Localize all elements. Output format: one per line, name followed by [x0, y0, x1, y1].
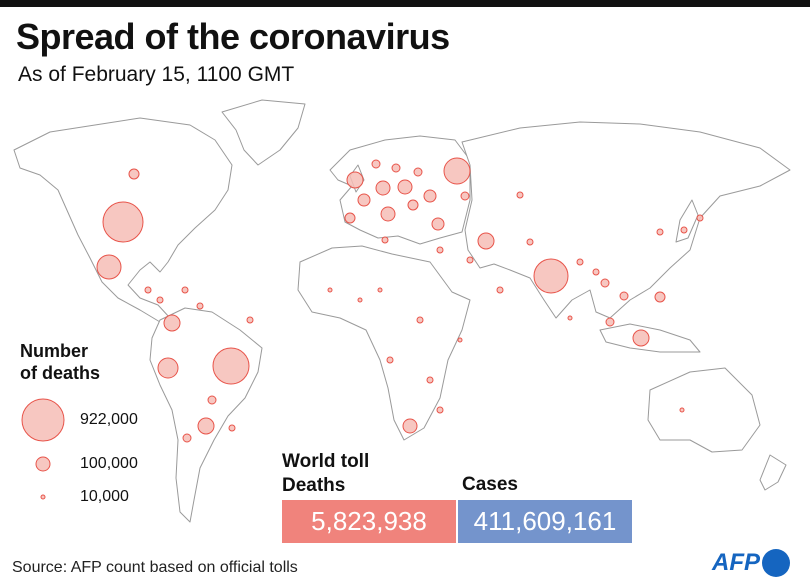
death-bubble — [375, 180, 391, 196]
death-bubble — [181, 286, 189, 294]
death-bubble — [496, 286, 504, 294]
death-bubble — [431, 217, 445, 231]
greenland — [221, 99, 306, 166]
cases-value: 411,609,161 — [458, 500, 632, 543]
south-america — [149, 307, 263, 523]
death-bubble — [416, 316, 424, 324]
death-bubble — [413, 167, 423, 177]
death-bubble — [357, 297, 363, 303]
death-bubble — [381, 236, 389, 244]
death-bubble — [600, 278, 610, 288]
page-subtitle: As of February 15, 1100 GMT — [18, 63, 295, 86]
death-bubble — [156, 296, 164, 304]
death-bubble — [654, 291, 666, 303]
australia — [647, 367, 761, 453]
death-bubble — [423, 189, 437, 203]
death-bubble — [533, 258, 569, 294]
world-toll-heading: World toll Deaths — [282, 450, 369, 498]
death-bubble — [680, 226, 688, 234]
death-bubble — [386, 356, 394, 364]
death-bubble — [443, 157, 471, 185]
africa — [297, 245, 471, 441]
death-bubble — [128, 168, 140, 180]
deaths-label: Deaths — [282, 475, 346, 496]
death-bubble — [426, 376, 434, 384]
death-bubble — [196, 302, 204, 310]
death-bubble — [696, 214, 704, 222]
legend-bubble — [35, 456, 51, 472]
death-bubble — [327, 287, 333, 293]
cases-label: Cases — [462, 474, 518, 495]
death-bubble — [477, 232, 495, 250]
death-bubble — [391, 163, 401, 173]
death-bubble — [163, 314, 181, 332]
legend-title: Number of deaths — [20, 340, 100, 384]
death-bubble — [96, 254, 122, 280]
afp-logo: AFP — [712, 549, 790, 577]
death-bubble — [436, 246, 444, 254]
death-bubble — [576, 258, 584, 266]
death-bubble — [460, 191, 470, 201]
death-bubble — [567, 315, 573, 321]
death-bubble — [679, 407, 685, 413]
death-bubble — [182, 433, 192, 443]
death-bubble — [344, 212, 356, 224]
legend-title-line1: Number — [20, 341, 89, 361]
legend-bubble — [21, 398, 65, 442]
death-bubble — [605, 317, 615, 327]
deaths-value: 5,823,938 — [282, 500, 456, 543]
legend-bubble — [40, 494, 46, 500]
legend-title-line2: of deaths — [20, 363, 101, 383]
death-bubble — [357, 193, 371, 207]
death-bubble — [197, 417, 215, 435]
death-bubble — [157, 357, 179, 379]
death-bubble — [466, 256, 474, 264]
death-bubble — [377, 287, 383, 293]
death-bubble — [656, 228, 664, 236]
death-bubble — [516, 191, 524, 199]
page-title: Spread of the coronavirus — [16, 16, 450, 57]
death-bubble — [397, 179, 413, 195]
death-bubble — [346, 171, 364, 189]
death-bubble — [407, 199, 419, 211]
death-bubble — [402, 418, 418, 434]
death-bubble — [207, 395, 217, 405]
death-bubble — [632, 329, 650, 347]
afp-logo-text: AFP — [712, 549, 760, 576]
world-toll-title: World toll — [282, 451, 370, 472]
afp-logo-dot — [762, 549, 790, 577]
death-bubble — [436, 406, 444, 414]
death-bubble — [371, 159, 381, 169]
indonesia — [599, 323, 701, 353]
new-zealand — [759, 454, 787, 491]
death-bubble — [380, 206, 396, 222]
legend-label-small: 10,000 — [80, 488, 129, 505]
death-bubble — [144, 286, 152, 294]
death-bubble — [457, 337, 463, 343]
death-bubble — [246, 316, 254, 324]
death-bubble — [592, 268, 600, 276]
death-bubble — [619, 291, 629, 301]
top-bar — [0, 0, 810, 7]
death-bubble — [228, 424, 236, 432]
source-note: Source: AFP count based on official toll… — [12, 559, 298, 576]
legend-label-large: 922,000 — [80, 411, 138, 428]
death-bubble — [102, 201, 144, 243]
death-bubble — [212, 347, 250, 385]
legend-label-medium: 100,000 — [80, 455, 138, 472]
asia — [461, 121, 791, 319]
death-bubble — [526, 238, 534, 246]
